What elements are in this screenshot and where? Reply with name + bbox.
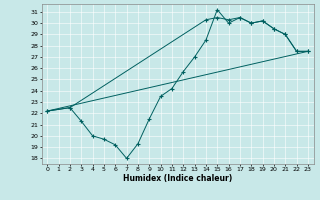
X-axis label: Humidex (Indice chaleur): Humidex (Indice chaleur) — [123, 174, 232, 183]
